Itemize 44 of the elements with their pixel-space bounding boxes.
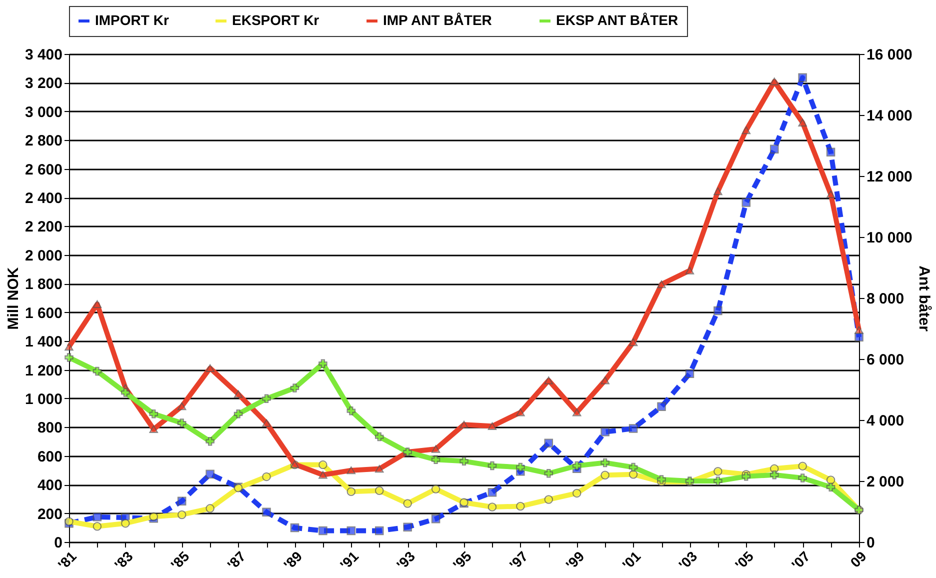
y2-tick-label: 8 000 xyxy=(866,290,904,308)
y-tick-label: 2 600 xyxy=(24,161,62,178)
x-tick-label: '05 xyxy=(732,548,757,573)
x-tick-label: '85 xyxy=(168,548,192,573)
y-tick-label: 400 xyxy=(37,477,62,494)
y2-tick-label: 4 000 xyxy=(866,412,904,430)
y-tick-label: 2 000 xyxy=(24,247,62,264)
y2-tick-label: 12 000 xyxy=(866,168,912,186)
x-tick-label: '91 xyxy=(336,548,362,573)
x-tick-label: '01 xyxy=(619,548,644,573)
y2-tick-label: 2 000 xyxy=(866,474,904,490)
y-tick-label: 1 800 xyxy=(24,276,62,294)
y2-tick-label: 6 000 xyxy=(866,352,904,368)
y-tick-label: 1 400 xyxy=(24,334,62,351)
legend-label: IMP ANT BÅTER xyxy=(383,12,492,28)
x-tick-label: '89 xyxy=(280,548,306,573)
y-axis-title: Mill NOK xyxy=(4,267,22,330)
y-tick-label: 2 200 xyxy=(24,218,62,236)
y2-tick-label: 16 000 xyxy=(866,46,912,64)
y2-axis-title: Ant båter xyxy=(915,266,932,332)
y-tick-label: 3 400 xyxy=(24,46,62,64)
x-tick-label: '93 xyxy=(393,548,418,573)
y-tick-label: 3 000 xyxy=(24,104,62,121)
y2-tick-label: 10 000 xyxy=(866,230,912,246)
y-tick-label: 1 000 xyxy=(24,390,62,408)
legend-label: EKSP ANT BÅTER xyxy=(556,12,678,28)
legend-label: EKSPORT Kr xyxy=(232,12,320,28)
x-tick-label: '99 xyxy=(562,548,588,573)
y-tick-label: 2 800 xyxy=(24,132,62,150)
y-tick-label: 600 xyxy=(37,448,62,466)
x-tick-label: '83 xyxy=(111,548,136,573)
y-tick-label: 2 400 xyxy=(24,190,62,208)
x-tick-label: '07 xyxy=(788,548,814,573)
x-tick-label: '95 xyxy=(450,548,475,573)
y-tick-label: 800 xyxy=(37,420,62,437)
x-tick-label: '03 xyxy=(675,548,700,573)
y-tick-label: 1 600 xyxy=(24,304,62,322)
x-tick-label: '87 xyxy=(224,548,249,573)
x-tick-label: '97 xyxy=(506,548,531,573)
y2-tick-label: 14 000 xyxy=(866,108,912,124)
legend-label: IMPORT Kr xyxy=(95,12,170,28)
y-tick-label: 1 200 xyxy=(24,362,62,380)
y-tick-label: 3 200 xyxy=(24,75,62,92)
y-tick-label: 200 xyxy=(37,506,62,523)
